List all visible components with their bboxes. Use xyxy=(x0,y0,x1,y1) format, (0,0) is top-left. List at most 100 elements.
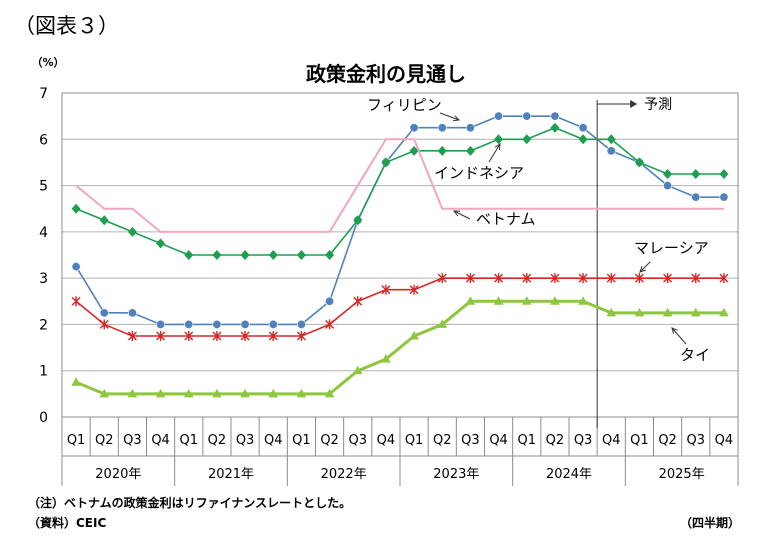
series-label-arrowhead xyxy=(671,327,678,334)
x-tick-label-quarter: Q4 xyxy=(715,433,734,448)
data-point xyxy=(691,192,701,202)
data-point xyxy=(437,319,448,328)
series-none xyxy=(75,138,724,233)
series-label: タイ xyxy=(680,346,710,364)
data-point xyxy=(409,284,419,295)
data-point xyxy=(550,273,560,284)
data-point xyxy=(437,273,447,284)
chart-title: 政策金利の見通し xyxy=(306,62,466,86)
data-point xyxy=(409,331,419,340)
data-point xyxy=(99,215,109,226)
data-point xyxy=(522,111,532,121)
data-point xyxy=(409,123,419,133)
x-tick-label-quarter: Q1 xyxy=(179,433,198,448)
data-point xyxy=(494,111,504,121)
data-point xyxy=(663,273,673,284)
data-point xyxy=(381,284,391,295)
series-star xyxy=(71,273,729,341)
series-label-arrow xyxy=(453,210,471,220)
data-point xyxy=(353,296,363,307)
data-point xyxy=(381,354,391,363)
data-point xyxy=(719,273,729,284)
series-triangle xyxy=(71,296,729,398)
data-point xyxy=(465,145,475,156)
forecast-label: 予測 xyxy=(644,97,672,113)
data-point xyxy=(127,308,137,318)
data-point xyxy=(127,331,137,341)
data-point xyxy=(634,157,644,168)
data-point xyxy=(127,226,137,237)
data-point xyxy=(155,388,166,398)
data-point xyxy=(719,192,729,202)
data-point xyxy=(634,273,644,284)
data-point xyxy=(296,319,306,329)
data-point xyxy=(99,308,109,318)
data-point xyxy=(550,122,560,133)
y-axis-unit: （%） xyxy=(31,56,64,69)
data-point xyxy=(99,388,110,398)
data-point xyxy=(71,262,81,272)
data-point xyxy=(606,146,616,156)
data-point xyxy=(71,296,81,307)
series-label-arrowhead xyxy=(452,210,461,217)
data-point xyxy=(240,388,250,398)
data-point xyxy=(71,377,81,386)
data-point xyxy=(240,331,250,341)
series-label-arrow xyxy=(488,143,501,163)
data-point xyxy=(522,273,532,284)
x-tick-label-quarter: Q2 xyxy=(95,433,114,448)
x-tick-label-quarter: Q2 xyxy=(658,433,677,448)
data-point xyxy=(184,250,194,260)
data-point xyxy=(325,319,335,330)
y-tick-label: 7 xyxy=(39,86,48,102)
data-point xyxy=(493,296,504,305)
data-point xyxy=(662,307,673,317)
y-tick-label: 5 xyxy=(39,179,48,195)
data-point xyxy=(296,250,306,260)
source-note: （資料）CEIC xyxy=(28,516,107,530)
x-tick-label-quarter: Q2 xyxy=(433,433,452,448)
data-point xyxy=(381,157,391,168)
data-point xyxy=(268,319,278,329)
data-point xyxy=(719,169,729,179)
series-circle xyxy=(71,111,729,329)
policy-rate-chart: 政策金利の見通し （%） 0 1 2 3 4 5 6 7 Q1 Q2 Q3 Q4 Q1 Q2 Q3 Q4 Q1 Q… xyxy=(31,56,739,486)
data-point xyxy=(578,123,588,133)
forecast-arrow-head xyxy=(630,100,638,108)
series-label-arrowhead xyxy=(452,115,461,122)
x-tick-label-quarter: Q4 xyxy=(151,433,170,448)
axes: 0 1 2 3 4 5 6 7 Q1 Q2 Q3 Q4 Q1 Q2 Q3 Q4 Q1 Q2 Q3 Q4 Q1 Q2 Q3 Q4… xyxy=(39,86,739,486)
data-point xyxy=(212,319,222,329)
data-point xyxy=(183,388,194,398)
series-line xyxy=(75,277,724,337)
series-label: マレーシア xyxy=(634,239,709,257)
data-point xyxy=(156,331,166,341)
data-point xyxy=(296,331,306,341)
data-point xyxy=(409,145,419,156)
x-tick-label-quarter: Q2 xyxy=(546,433,565,448)
data-point xyxy=(663,169,673,179)
data-point xyxy=(99,319,109,330)
series-label-arrow xyxy=(439,112,460,121)
data-point xyxy=(324,388,335,398)
x-tick-label-quarter: Q3 xyxy=(686,433,705,448)
series-label-arrow xyxy=(671,327,687,345)
data-point xyxy=(240,319,250,329)
y-tick-label: 1 xyxy=(39,364,48,380)
x-tick-label-year: 2021年 xyxy=(208,467,254,482)
data-point xyxy=(465,273,475,284)
y-tick-label: 6 xyxy=(39,132,48,148)
x-tick-label-quarter: Q1 xyxy=(630,433,649,448)
data-point xyxy=(719,307,729,317)
series-diamond xyxy=(71,122,729,260)
x-tick-label-quarter: Q1 xyxy=(517,433,536,448)
x-tick-label-quarter: Q3 xyxy=(574,433,593,448)
data-point xyxy=(71,203,81,214)
data-point xyxy=(352,365,363,375)
data-point xyxy=(212,250,222,260)
x-tick-label-quarter: Q4 xyxy=(489,433,508,448)
data-point xyxy=(522,134,532,145)
data-point xyxy=(578,134,588,145)
data-point xyxy=(353,215,363,226)
